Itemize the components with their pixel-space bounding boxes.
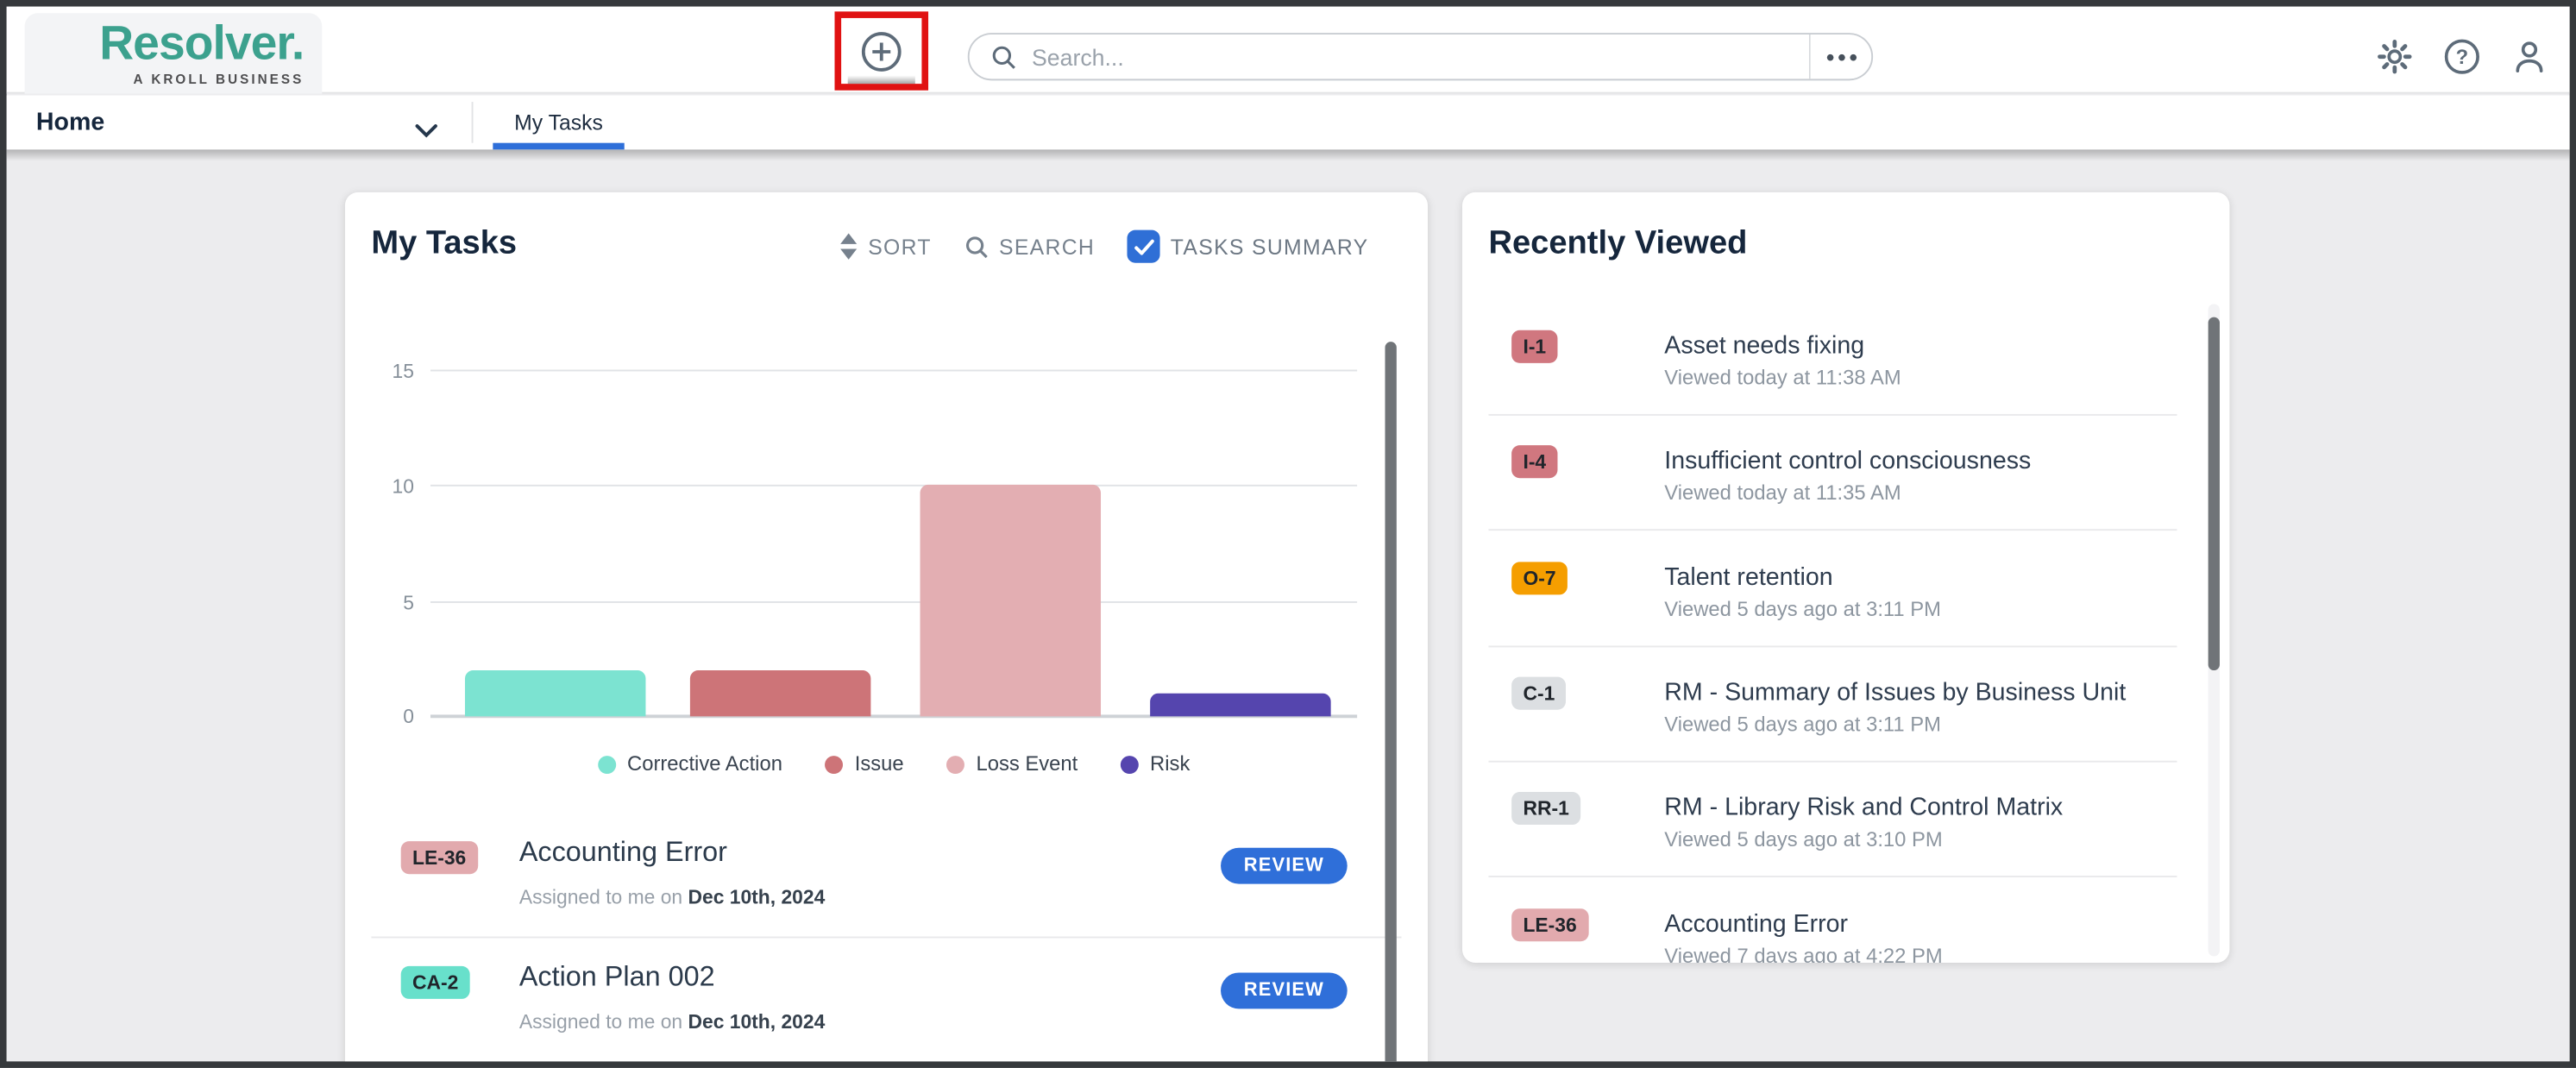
create-button[interactable]: [859, 28, 903, 72]
tasks-toolbar: SORT SEARCH: [840, 229, 1369, 263]
item-badge: LE-36: [1511, 908, 1589, 942]
chart-bar-issue: [689, 669, 871, 717]
item-title[interactable]: Accounting Error: [1664, 910, 1849, 939]
legend-label: Corrective Action: [627, 752, 782, 776]
item-title[interactable]: Insufficient control consciousness: [1664, 447, 2032, 475]
item-title[interactable]: RM - Library Risk and Control Matrix: [1664, 793, 2064, 822]
divider: [1488, 413, 2177, 416]
nav-shadow: [6, 149, 2570, 161]
legend-item-corrective-action: Corrective Action: [597, 752, 782, 776]
search-bar: [967, 33, 1874, 81]
tab-my-tasks[interactable]: My Tasks: [514, 110, 603, 135]
legend-item-risk: Risk: [1120, 752, 1191, 776]
legend-dot: [825, 755, 844, 774]
my-tasks-panel: My Tasks SORT: [344, 192, 1429, 1062]
legend-label: Loss Event: [976, 752, 1078, 776]
task-badge: CA-2: [400, 965, 470, 999]
item-viewed-timestamp: Viewed today at 11:38 AM: [1664, 366, 1901, 390]
my-tasks-title: My Tasks: [371, 224, 518, 261]
chart-bar-risk: [1150, 693, 1331, 717]
divider: [1488, 876, 2177, 878]
active-tab-indicator: [493, 142, 625, 150]
item-viewed-timestamp: Viewed 5 days ago at 3:11 PM: [1664, 598, 1941, 621]
annotation-highlight-box: [834, 11, 929, 91]
legend-dot: [597, 755, 616, 774]
gridline-10: 10: [392, 475, 1358, 499]
legend-dot: [946, 755, 965, 774]
recent-scrollbar-thumb[interactable]: [2208, 317, 2220, 671]
sort-icon: [840, 233, 858, 260]
item-badge: I-4: [1511, 445, 1558, 479]
tasks-bar-chart: 0 5 10 15: [392, 360, 1358, 728]
review-button[interactable]: REVIEW: [1221, 847, 1348, 884]
chart-bar-corrective-action: [464, 669, 646, 717]
gridline-0: 0: [403, 705, 1358, 728]
user-account-icon[interactable]: [2510, 38, 2548, 76]
legend-item-loss-event: Loss Event: [946, 752, 1078, 776]
legend-label: Risk: [1150, 752, 1191, 776]
brand-name: Resolver.: [99, 16, 305, 70]
chart-legend: Corrective Action Issue Loss Event Risk: [430, 752, 1357, 776]
divider: [1488, 760, 2177, 763]
legend-dot: [1120, 755, 1139, 774]
help-icon[interactable]: ?: [2443, 38, 2481, 76]
item-viewed-timestamp: Viewed today at 11:35 AM: [1664, 481, 1901, 505]
divider: [371, 936, 1402, 939]
task-assigned-text: Assigned to me on Dec 10th, 2024: [518, 885, 826, 909]
y-tick-label: 5: [403, 590, 414, 614]
legend-label: Issue: [854, 752, 904, 776]
item-badge: C-1: [1511, 676, 1567, 710]
legend-item-issue: Issue: [825, 752, 904, 776]
task-badge: LE-36: [400, 841, 478, 875]
plus-circle-icon: [859, 28, 903, 72]
item-viewed-timestamp: Viewed 5 days ago at 3:11 PM: [1664, 713, 1941, 737]
item-viewed-timestamp: Viewed 7 days ago at 4:22 PM: [1664, 945, 1943, 964]
tasks-scrollbar[interactable]: [1385, 342, 1397, 1062]
task-assigned-text: Assigned to me on Dec 10th, 2024: [518, 1010, 826, 1033]
divider: [1488, 645, 2177, 648]
review-button[interactable]: REVIEW: [1221, 972, 1348, 1009]
y-tick-label: 0: [403, 705, 414, 728]
chart-bar-loss-event: [920, 485, 1102, 717]
checkbox-checked-icon[interactable]: [1128, 229, 1161, 263]
search-icon: [964, 234, 990, 259]
recently-viewed-panel: Recently Viewed I-1 Asset needs fixing Vie…: [1462, 192, 2230, 964]
task-title[interactable]: Accounting Error: [518, 836, 727, 868]
divider: [471, 102, 474, 143]
home-dropdown[interactable]: Home: [35, 108, 105, 137]
nav-bar: Home My Tasks: [6, 95, 2570, 150]
settings-gear-icon[interactable]: [2376, 38, 2414, 76]
resolver-logo[interactable]: Resolver. A KROLL BUSINESS: [24, 13, 323, 94]
top-header: Resolver. A KROLL BUSINESS: [6, 6, 2570, 94]
gridline-5: 5: [403, 591, 1358, 614]
svg-text:?: ?: [2456, 47, 2469, 69]
item-title[interactable]: Asset needs fixing: [1664, 331, 1865, 361]
search-more-button[interactable]: [1808, 34, 1871, 79]
sort-button[interactable]: SORT: [840, 233, 932, 260]
brand-tagline: A KROLL BUSINESS: [133, 71, 305, 86]
item-title[interactable]: Talent retention: [1664, 563, 1833, 592]
item-badge: O-7: [1511, 562, 1568, 595]
search-input[interactable]: [1032, 43, 1809, 70]
search-icon: [990, 43, 1016, 69]
search-tasks-button[interactable]: SEARCH: [964, 234, 1095, 259]
item-badge: I-1: [1511, 330, 1558, 363]
y-tick-label: 10: [392, 475, 414, 499]
main-content: My Tasks SORT: [6, 149, 2570, 1062]
recently-viewed-title: Recently Viewed: [1488, 224, 1748, 261]
item-viewed-timestamp: Viewed 5 days ago at 3:10 PM: [1664, 827, 1943, 851]
item-title[interactable]: RM - Summary of Issues by Business Unit: [1664, 678, 2127, 707]
header-icon-group: ?: [2376, 38, 2548, 76]
divider: [1488, 529, 2177, 531]
task-title[interactable]: Action Plan 002: [518, 961, 715, 993]
recent-scrollbar-track[interactable]: [2208, 304, 2220, 957]
y-tick-label: 15: [392, 360, 414, 383]
ellipsis-icon: [1825, 53, 1833, 60]
item-badge: RR-1: [1511, 791, 1581, 826]
chevron-down-icon[interactable]: [414, 116, 439, 146]
gridline-15: 15: [392, 360, 1358, 383]
tasks-summary-toggle[interactable]: TASKS SUMMARY: [1128, 229, 1368, 263]
